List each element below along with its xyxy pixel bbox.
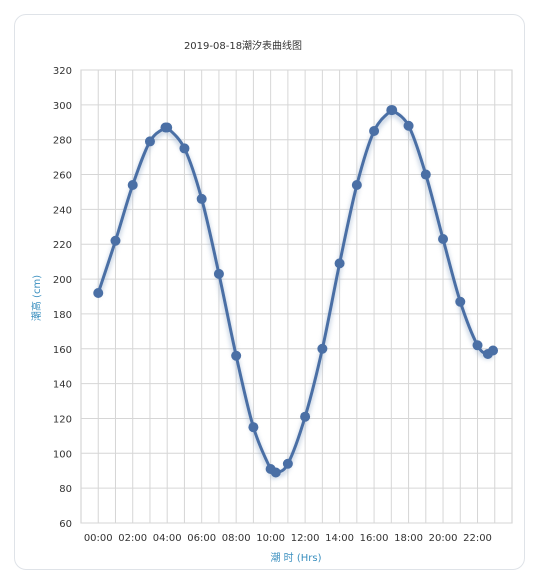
x-tick-label: 06:00 xyxy=(187,533,216,544)
data-point xyxy=(231,350,242,361)
y-tick-label: 240 xyxy=(53,205,72,216)
x-tick-label: 22:00 xyxy=(463,533,492,544)
data-point xyxy=(282,458,293,469)
data-point xyxy=(196,193,207,204)
x-ticks: 00:00 02:00 04:00 06:00 08:00 10:00 12:00 14:00… xyxy=(84,533,492,544)
x-tick-label: 14:00 xyxy=(325,533,354,544)
y-tick-label: 220 xyxy=(53,240,72,251)
data-point xyxy=(300,411,311,422)
plot-border xyxy=(80,69,513,524)
x-tick-label: 20:00 xyxy=(429,533,458,544)
y-tick-label: 140 xyxy=(53,380,72,391)
data-point xyxy=(270,467,281,478)
x-tick-label: 18:00 xyxy=(394,533,423,544)
y-tick-label: 120 xyxy=(53,414,72,425)
x-tick-label: 10:00 xyxy=(256,533,285,544)
x-axis-label: 潮 时 (Hrs) xyxy=(270,551,321,564)
y-ticks: 60 80 100 120 140 160 180 200 220 240 260 280 300 320 xyxy=(53,66,72,530)
y-tick-label: 160 xyxy=(53,345,72,356)
y-tick-label: 300 xyxy=(53,101,72,112)
data-point xyxy=(403,120,414,131)
y-tick-label: 100 xyxy=(53,449,72,460)
series-line xyxy=(96,106,495,476)
data-point xyxy=(248,422,259,433)
data-point xyxy=(213,268,224,279)
data-point xyxy=(317,343,328,354)
y-tick-label: 260 xyxy=(53,171,72,182)
data-point xyxy=(334,258,345,269)
grid xyxy=(80,69,513,524)
y-axis-label: 潮高 (cm) xyxy=(30,275,43,321)
series-tide-height xyxy=(93,105,499,480)
x-tick-label: 08:00 xyxy=(222,533,251,544)
data-point xyxy=(162,122,173,133)
x-tick-label: 12:00 xyxy=(291,533,320,544)
data-point xyxy=(110,235,121,246)
y-tick-label: 180 xyxy=(53,310,72,321)
data-point xyxy=(420,169,431,180)
y-tick-label: 320 xyxy=(53,66,72,77)
data-point xyxy=(455,296,466,307)
data-point xyxy=(127,179,138,190)
x-tick-label: 00:00 xyxy=(84,533,113,544)
data-point xyxy=(369,125,380,136)
chart-title: 2019-08-18潮汐表曲线图 xyxy=(184,39,302,52)
data-point xyxy=(472,340,483,351)
y-tick-label: 60 xyxy=(59,519,72,530)
data-point xyxy=(179,143,190,154)
x-tick-label: 16:00 xyxy=(360,533,389,544)
series-line-shadow xyxy=(95,108,495,480)
y-tick-label: 80 xyxy=(59,484,72,495)
x-tick-label: 04:00 xyxy=(153,533,182,544)
data-point xyxy=(387,105,398,116)
x-tick-label: 02:00 xyxy=(118,533,147,544)
data-point xyxy=(93,288,104,299)
y-tick-label: 280 xyxy=(53,136,72,147)
y-tick-label: 200 xyxy=(53,275,72,286)
data-point xyxy=(351,179,362,190)
data-point xyxy=(488,345,499,356)
data-point xyxy=(144,136,155,147)
data-point xyxy=(438,234,449,245)
